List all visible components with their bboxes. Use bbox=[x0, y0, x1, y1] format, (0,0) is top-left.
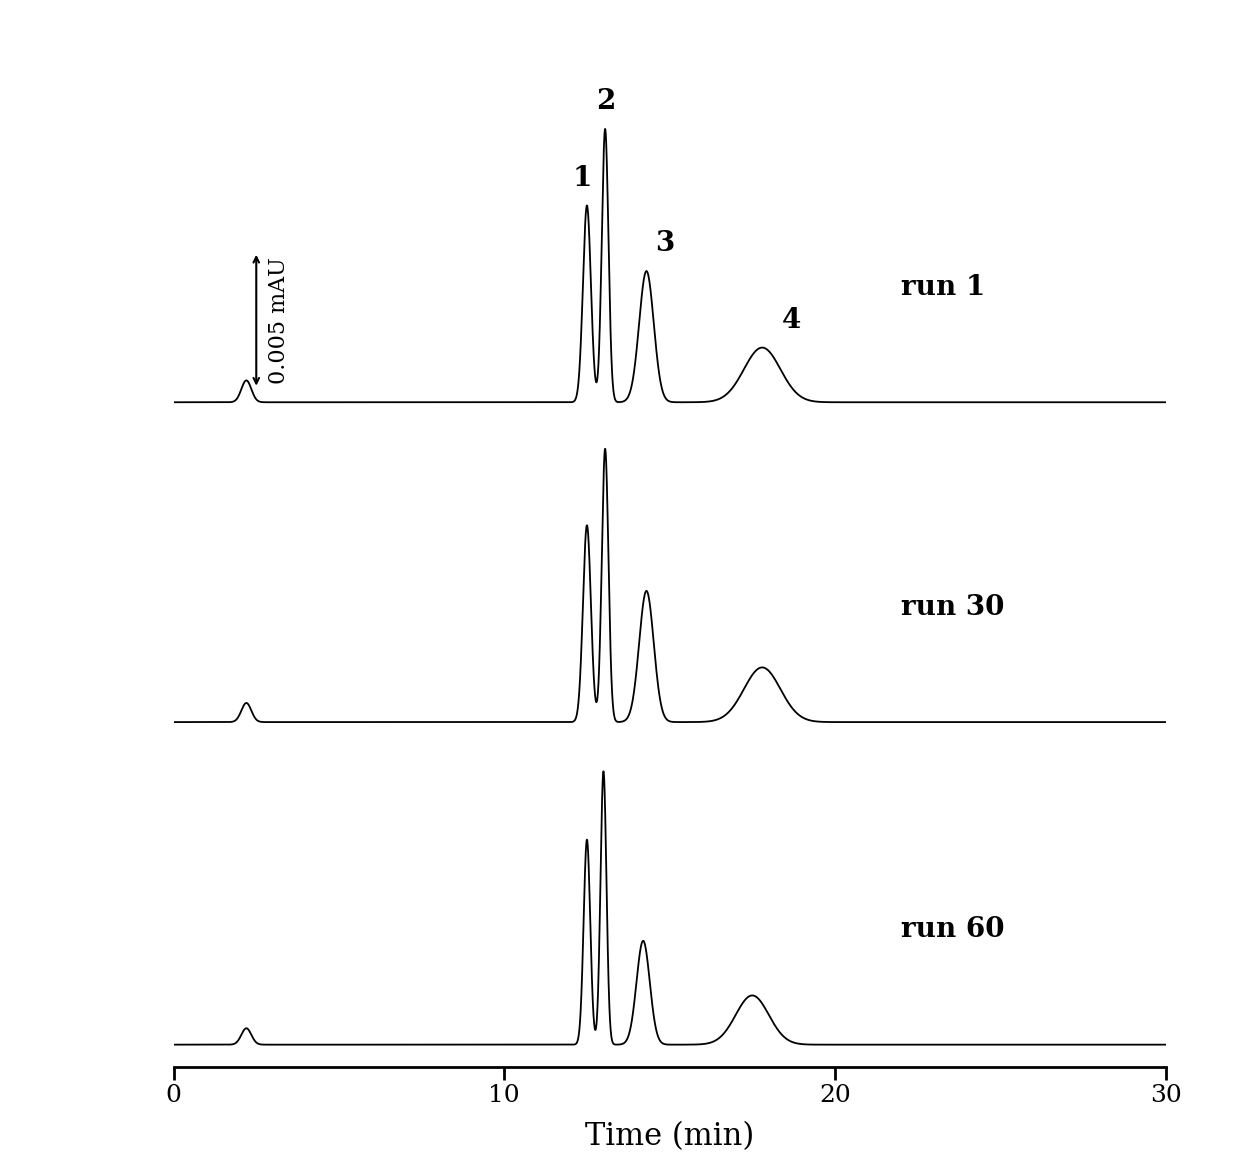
X-axis label: Time (min): Time (min) bbox=[585, 1120, 754, 1152]
Text: run 30: run 30 bbox=[901, 594, 1004, 621]
Text: 0.005 mAU: 0.005 mAU bbox=[268, 257, 290, 383]
Text: 2: 2 bbox=[596, 88, 615, 115]
Text: 4: 4 bbox=[782, 307, 801, 334]
Text: 1: 1 bbox=[573, 165, 591, 192]
Text: run 1: run 1 bbox=[901, 274, 986, 301]
Text: run 60: run 60 bbox=[901, 917, 1004, 943]
Text: 3: 3 bbox=[655, 231, 675, 258]
